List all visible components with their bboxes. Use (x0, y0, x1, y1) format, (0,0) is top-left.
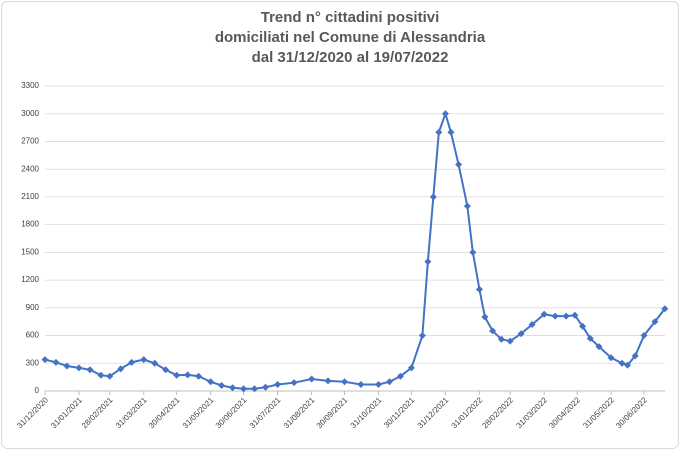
data-point (640, 332, 648, 340)
data-point (340, 378, 348, 386)
data-point (607, 354, 615, 362)
data-point (407, 364, 415, 372)
data-point (173, 371, 181, 379)
data-point (562, 312, 570, 320)
data-point (385, 378, 393, 386)
data-point (140, 356, 148, 364)
y-tick-label: 1200 (21, 275, 39, 284)
y-tick-label: 900 (26, 303, 40, 312)
data-point (497, 335, 505, 343)
y-tick-label: 3000 (21, 109, 39, 118)
y-tick-label: 2100 (21, 192, 39, 201)
data-point (435, 128, 443, 136)
data-point (475, 285, 483, 293)
y-tick-label: 0 (35, 386, 40, 395)
data-point (162, 366, 170, 374)
data-point (229, 384, 237, 392)
data-point (308, 375, 316, 383)
data-point (586, 334, 594, 342)
data-point (429, 193, 437, 201)
data-point (624, 361, 632, 369)
y-tick-label: 300 (26, 358, 40, 367)
data-point (463, 202, 471, 210)
data-point (41, 356, 49, 364)
y-tick-label: 2400 (21, 164, 39, 173)
data-point (195, 372, 203, 380)
data-point (218, 381, 226, 389)
data-point (595, 343, 603, 351)
data-point (251, 385, 259, 393)
data-point (418, 332, 426, 340)
data-point (489, 327, 497, 335)
data-point (571, 311, 579, 319)
data-point (52, 358, 60, 366)
data-point (424, 258, 432, 266)
data-point (447, 128, 455, 136)
chart-title: dal 31/12/2020 al 19/07/2022 (252, 49, 449, 66)
y-tick-label: 1800 (21, 220, 39, 229)
data-point (396, 372, 404, 380)
y-tick-label: 3300 (21, 81, 39, 90)
data-point (184, 371, 192, 379)
data-point (441, 110, 449, 118)
data-point (551, 312, 559, 320)
data-point (290, 379, 298, 387)
data-point (324, 377, 332, 385)
data-point (357, 381, 365, 389)
data-point (517, 330, 525, 338)
data-point (661, 305, 669, 313)
data-point (106, 372, 114, 380)
data-point (540, 310, 548, 318)
data-point (128, 358, 136, 366)
y-tick-label: 2700 (21, 137, 39, 146)
data-point (506, 337, 514, 345)
data-point (469, 248, 477, 256)
data-point (651, 318, 659, 326)
y-tick-label: 600 (26, 331, 40, 340)
chart-title: domiciliati nel Comune di Alessandria (215, 29, 486, 46)
data-point (528, 320, 536, 328)
data-point (375, 381, 383, 389)
data-point (631, 352, 639, 360)
data-point (75, 364, 83, 372)
data-point (63, 362, 71, 370)
data-point (579, 322, 587, 330)
data-point (151, 359, 159, 367)
data-point (481, 313, 489, 321)
data-point (240, 385, 248, 393)
data-point (207, 378, 215, 386)
data-point (97, 371, 105, 379)
data-point (455, 161, 463, 169)
chart-title: Trend n° cittadini positivi (261, 9, 440, 26)
y-tick-label: 1500 (21, 247, 39, 256)
data-point (86, 366, 94, 374)
data-point (274, 381, 282, 389)
data-point (262, 383, 270, 391)
data-point (117, 365, 125, 373)
data-point (618, 359, 626, 367)
